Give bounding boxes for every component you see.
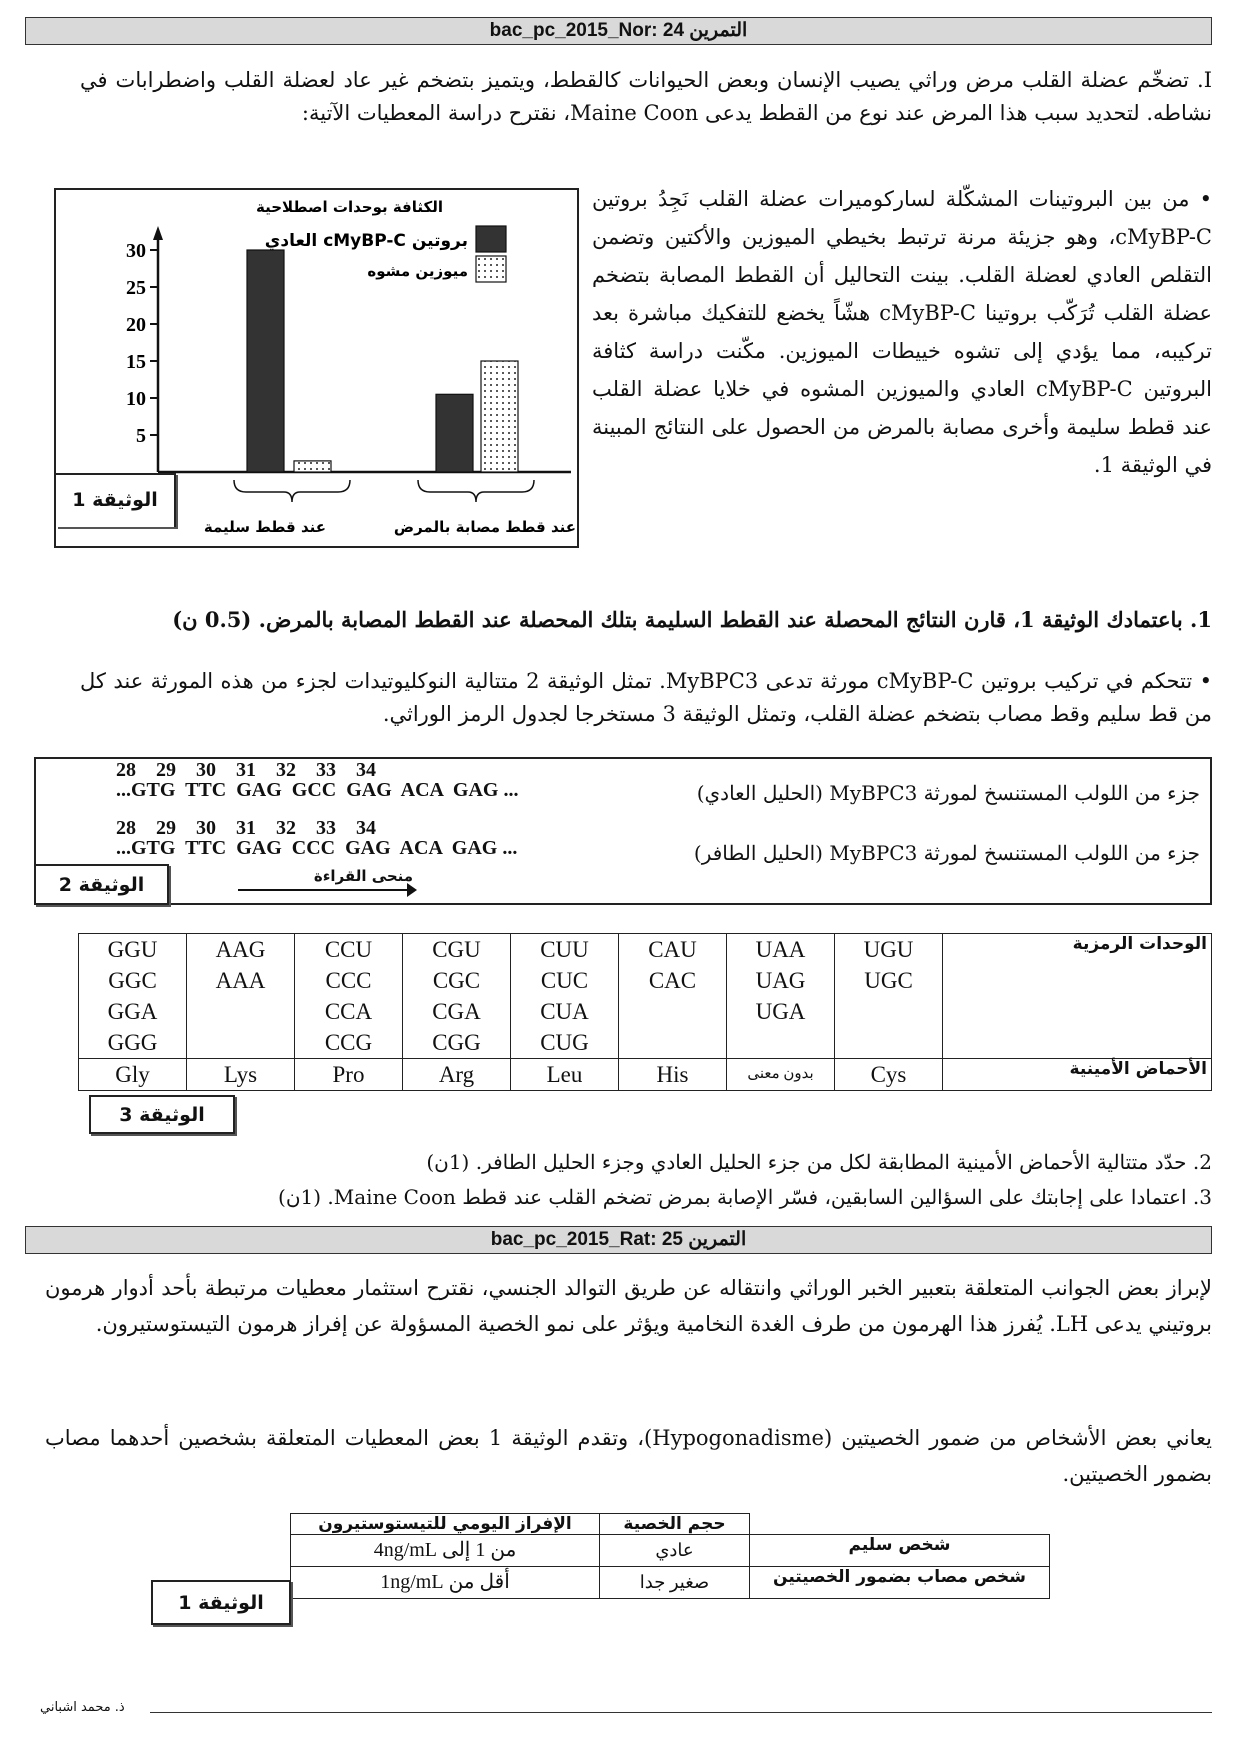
- amino-acids-header: الأحماض الأمينية: [942, 1058, 1212, 1091]
- codon-cell: GGU GGC GGA GGG: [78, 933, 187, 1059]
- bar-myosin: [480, 360, 519, 473]
- ex2-paragraph-1: لإبراز بعض الجوانب المتعلقة بتعبير الخبر…: [45, 1276, 1212, 1336]
- codon-cell: CGU CGC CGA CGG: [402, 933, 511, 1059]
- codon-cell: AAG AAA: [186, 933, 295, 1059]
- codon-cell: CCU CCC CCA CCG: [294, 933, 403, 1059]
- amino-acid-cell: Leu: [510, 1058, 619, 1091]
- header-secretion: الإفراز اليومي للتيستوستيرون: [290, 1513, 600, 1535]
- codon-cell: UAA UAG UGA: [726, 933, 835, 1059]
- amino-acid-cell: His: [618, 1058, 727, 1091]
- table-row: شخص سليم عادي من 1 إلى 4ng/mL: [290, 1534, 1050, 1567]
- codon-cell: CUU CUC CUA CUG: [510, 933, 619, 1059]
- document-2: 28 29 30 31 32 33 34 ...GTG TTC GAG GCC …: [34, 757, 1212, 905]
- row-name: شخص مصاب بضمور الخصيتين: [749, 1566, 1050, 1599]
- legend-label: بروتين cMyBP-C العادي: [265, 231, 468, 251]
- ex2-paragraph-2: يعاني بعض الأشخاص من ضمور الخصيتين (Hypo…: [45, 1426, 1212, 1486]
- ex2-document-1-label: الوثيقة 1: [151, 1580, 291, 1625]
- mutant-allele-label: جزء من اللولب المستنسخ لمورثة MyBPC3 (ال…: [693, 841, 1200, 865]
- amino-acid-cell: بدون معنى: [726, 1058, 835, 1091]
- row-size: صغير جدا: [599, 1566, 750, 1599]
- document-1-chart: 5 10 15 20 25 30 الكثافة بوحدات اصطلاحية عند قط…: [54, 188, 579, 548]
- y-axis-arrow-icon: [153, 226, 163, 240]
- y-tick-label: 30: [126, 240, 146, 262]
- legend-swatch: [475, 225, 507, 253]
- intro-paragraph: I. تضخّم عضلة القلب مرض وراثي يصيب الإنس…: [80, 68, 1212, 125]
- codon-cell: UGU UGC: [834, 933, 943, 1059]
- y-tick-label: 15: [126, 351, 146, 373]
- amino-acid-cell: Gly: [78, 1058, 187, 1091]
- genetic-code-table: الوحدات الرمزية UGU UGC UAA UAG UGA CAU CAC…: [78, 933, 1212, 1091]
- exercise-25-header: bac_pc_2015_Rat: 25 التمرين: [25, 1226, 1212, 1254]
- question-3: 3. اعتمادا على إجابتك على السؤالين الساب…: [278, 1185, 1212, 1209]
- y-tick-label: 5: [136, 425, 146, 447]
- document-2-label: الوثيقة 2: [34, 864, 169, 905]
- table-row: شخص مصاب بضمور الخصيتين صغير جدا أقل من …: [290, 1566, 1050, 1599]
- normal-allele-label: جزء من اللولب المستنسخ لمورثة MyBPC3 (ال…: [696, 781, 1200, 805]
- bullet-2-paragraph: • تتحكم في تركيب بروتين cMyBP-C مورثة تد…: [80, 669, 1213, 726]
- footer-divider: [150, 1712, 1212, 1713]
- row-size: عادي: [599, 1534, 750, 1567]
- bar-myosin: [293, 460, 332, 473]
- bullet-1-paragraph: • من بين البروتينات المشكّلة لساركوميرات…: [592, 187, 1213, 477]
- codons-row: الوحدات الرمزية UGU UGC UAA UAG UGA CAU CAC…: [78, 933, 1212, 1059]
- row-secretion: من 1 إلى 4ng/mL: [290, 1534, 600, 1567]
- codon-numbers-mutant: 28 29 30 31 32 33 34: [116, 817, 376, 839]
- amino-acid-cell: Cys: [834, 1058, 943, 1091]
- author-footer: ذ. محمد اشباني: [40, 1700, 125, 1715]
- document-3-label: الوثيقة 3: [89, 1095, 235, 1134]
- category-brace: [417, 479, 535, 503]
- bar-cmybpc: [435, 393, 474, 473]
- category-brace: [233, 479, 351, 503]
- bar-cmybpc: [246, 249, 285, 473]
- legend-label: ميوزين مشوه: [367, 262, 468, 280]
- reading-direction-label: منحى القراءة: [313, 867, 414, 885]
- codon-cell: CAU CAC: [618, 933, 727, 1059]
- y-axis-label: الكثافة بوحدات اصطلاحية: [256, 198, 443, 216]
- codon-numbers-normal: 28 29 30 31 32 33 34: [116, 759, 376, 781]
- row-secretion: أقل من 1ng/mL: [290, 1566, 600, 1599]
- amino-acid-cell: Lys: [186, 1058, 295, 1091]
- normal-sequence: ...GTG TTC GAG GCC GAG ACA GAG ...: [116, 779, 519, 801]
- y-tick-label: 10: [126, 388, 146, 410]
- y-tick-label: 20: [126, 314, 146, 336]
- hypogonadism-table: حجم الخصية الإفراز اليومي للتيستوستيرون …: [290, 1513, 1050, 1599]
- codons-header: الوحدات الرمزية: [942, 933, 1212, 1059]
- question-2: 2. حدّد متتالية الأحماض الأمينية المطابق…: [426, 1150, 1212, 1174]
- mutant-sequence: ...GTG TTC GAG CCC GAG ACA GAG ...: [116, 837, 518, 859]
- document-1-label: الوثيقة 1: [56, 473, 176, 527]
- row-name: شخص سليم: [749, 1534, 1050, 1567]
- header-size: حجم الخصية: [599, 1513, 750, 1535]
- category-label: عند قطط مصابة بالمرض: [394, 518, 576, 536]
- question-1: 1. باعتمادك الوثيقة 1، قارن النتائج المح…: [172, 607, 1212, 632]
- bar-chart: 5 10 15 20 25 30 الكثافة بوحدات اصطلاحية عند قط…: [126, 198, 576, 536]
- amino-acid-cell: Pro: [294, 1058, 403, 1091]
- amino-acids-row: الأحماض الأمينية Cys بدون معنى His Leu Arg Pro…: [78, 1058, 1212, 1091]
- y-tick-label: 25: [126, 277, 146, 299]
- reading-direction-arrow-icon: [238, 883, 417, 897]
- category-label: عند قطط سليمة: [204, 518, 326, 536]
- exercise-24-header: bac_pc_2015_Nor: 24 التمرين: [25, 17, 1212, 45]
- amino-acid-cell: Arg: [402, 1058, 511, 1091]
- legend-swatch: [475, 255, 507, 283]
